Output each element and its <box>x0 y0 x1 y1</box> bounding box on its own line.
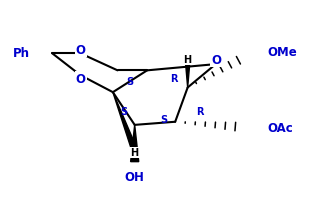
Polygon shape <box>113 93 137 152</box>
Text: OH: OH <box>125 170 145 183</box>
Text: H: H <box>184 54 192 64</box>
Polygon shape <box>185 60 190 88</box>
Text: S: S <box>126 77 134 87</box>
Text: O: O <box>211 54 221 67</box>
Text: O: O <box>76 44 86 57</box>
Text: S: S <box>160 115 167 125</box>
Text: OAc: OAc <box>267 121 293 134</box>
Text: R: R <box>196 107 204 117</box>
Text: O: O <box>76 73 86 86</box>
Text: H: H <box>131 147 139 157</box>
Text: Ph: Ph <box>13 47 30 60</box>
Text: R: R <box>170 74 177 84</box>
Text: S: S <box>120 106 127 116</box>
Text: OMe: OMe <box>267 46 297 59</box>
Polygon shape <box>131 125 139 162</box>
